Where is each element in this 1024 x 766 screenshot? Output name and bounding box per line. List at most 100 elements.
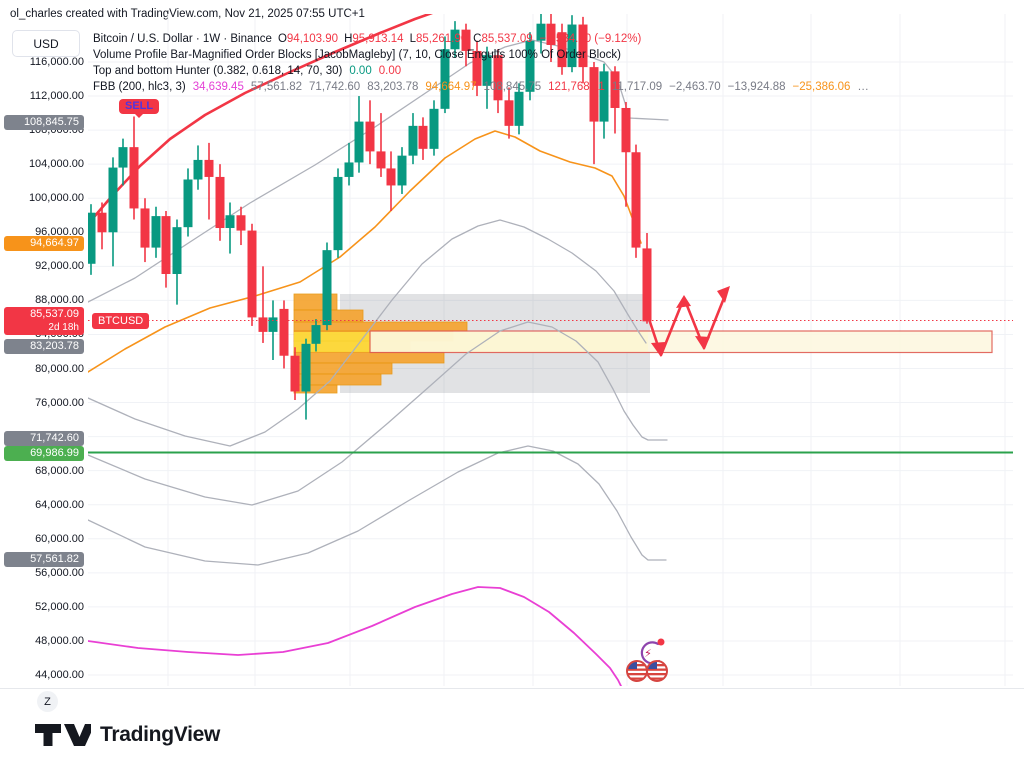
price-axis-label: 44,000.00	[35, 669, 84, 681]
price-axis-label: 48,000.00	[35, 634, 84, 647]
us-flag-icon	[646, 660, 668, 682]
candle-body	[546, 23, 556, 45]
candlestick-series	[88, 14, 652, 420]
candle-body	[344, 162, 354, 177]
candle-body	[268, 317, 278, 332]
flag-body	[627, 661, 647, 681]
price-axis-label: 112,000.00	[29, 90, 84, 103]
candle-body	[258, 317, 268, 332]
indicator-fbb-value: 121,768.11	[548, 81, 605, 93]
symbol-ohlc-row[interactable]: Bitcoin / U.S. Dollar · 1W · Binance O94,…	[93, 32, 641, 47]
candle	[172, 219, 182, 305]
plot-area[interactable]: ⚡✦	[87, 11, 1014, 690]
candle	[204, 142, 214, 220]
indicator-fbb-value: 34,639.45	[192, 81, 244, 93]
zigzag-arrowhead	[695, 336, 710, 350]
candle	[215, 164, 225, 241]
time-axis[interactable]: 2025MarMayJulSepNov2026MarMayJul	[0, 688, 1024, 713]
candle-body	[290, 355, 300, 392]
indicator-volume-profile-title: Volume Profile Bar-Magnified Order Block…	[93, 49, 621, 61]
price-axis-badge: 69,986.99	[4, 446, 84, 461]
indicator-fbb-value: …	[857, 81, 869, 93]
candle	[354, 96, 364, 173]
candle	[589, 62, 599, 165]
candle	[268, 300, 278, 360]
price-badge-countdown: 2d 18h	[48, 322, 79, 333]
currency-usd-button[interactable]: USD	[12, 30, 80, 57]
candle	[642, 233, 652, 324]
candle	[151, 206, 161, 258]
candle	[514, 83, 524, 135]
price-axis-label: 104,000.00	[28, 158, 84, 171]
candle	[129, 116, 139, 220]
candle	[450, 21, 460, 58]
candle-body	[301, 343, 311, 392]
candle-body	[621, 107, 631, 153]
fbb-band-57561	[88, 445, 667, 566]
candle	[621, 102, 631, 207]
candle-body	[204, 159, 214, 177]
candle-body	[151, 216, 161, 248]
indicator-fbb-value: 83,203.78	[367, 81, 419, 93]
tradingview-logo-mark	[35, 724, 91, 746]
volume-profile-row	[293, 384, 338, 394]
us-flag-icon	[626, 660, 648, 682]
indicator-fbb-title: FBB (200, hlc3, 3)	[93, 81, 186, 93]
candle-body	[504, 100, 514, 126]
flag-stripe	[647, 668, 667, 671]
candle	[225, 202, 235, 254]
candle	[161, 210, 171, 288]
candle-body	[365, 121, 375, 152]
candle	[376, 113, 386, 177]
price-axis-label: 60,000.00	[35, 532, 84, 545]
indicator-volume-profile-row[interactable]: Volume Profile Bar-Magnified Order Block…	[93, 48, 621, 63]
ohlc-key: O	[277, 33, 287, 45]
flag-stripe	[627, 673, 647, 676]
candle	[461, 23, 471, 67]
candle-body	[311, 325, 321, 344]
ohlc-value: 85,261.90	[415, 33, 468, 45]
tradingview-logo[interactable]: TradingView	[35, 723, 220, 747]
candle	[311, 319, 321, 352]
candle-body	[247, 230, 257, 318]
price-axis-badge: 57,561.82	[4, 552, 84, 567]
flag-stripe	[627, 677, 647, 680]
indicator-hunter-row[interactable]: Top and bottom Hunter (0.382, 0.618, 14,…	[93, 64, 401, 79]
candle	[97, 202, 107, 250]
ohlc-value: 95,913.14	[352, 33, 404, 45]
change-value: −8,584.80 (−9.12%)	[539, 33, 642, 45]
indicator-fbb-row[interactable]: FBB (200, hlc3, 3) 34,639.45 57,561.82 71,7…	[93, 80, 869, 95]
symbol-title: Bitcoin / U.S. Dollar · 1W · Binance	[93, 33, 272, 45]
candle-body	[557, 32, 567, 68]
candle	[290, 347, 300, 401]
candle-body	[172, 227, 182, 274]
fbb-band-71742	[88, 321, 668, 506]
candle	[557, 23, 567, 75]
candle-body	[610, 71, 620, 108]
candle	[397, 147, 407, 194]
candle	[472, 40, 482, 97]
candle-body	[599, 71, 609, 122]
candle	[118, 138, 128, 186]
price-axis-label: 100,000.00	[28, 192, 84, 205]
candle-body	[450, 29, 460, 50]
candle-body	[140, 208, 150, 248]
indicator-hunter-value: 0.00	[349, 65, 372, 77]
flag-ring	[646, 660, 668, 682]
price-axis-label: 64,000.00	[35, 498, 84, 511]
flag-body	[647, 661, 667, 681]
candle-body	[514, 91, 524, 126]
candle-body	[461, 29, 471, 51]
candle-body	[536, 23, 546, 41]
price-axis-badge: 83,203.78	[4, 339, 84, 354]
candle-body	[482, 55, 492, 86]
candle-body	[322, 250, 332, 326]
timezone-z-button[interactable]: Z	[37, 691, 58, 712]
flag-canton	[627, 661, 637, 669]
candle	[567, 15, 577, 73]
ohlc-key: L	[409, 33, 416, 45]
indicator-fbb-value: 108,845.75	[483, 81, 542, 93]
candle	[88, 204, 96, 275]
